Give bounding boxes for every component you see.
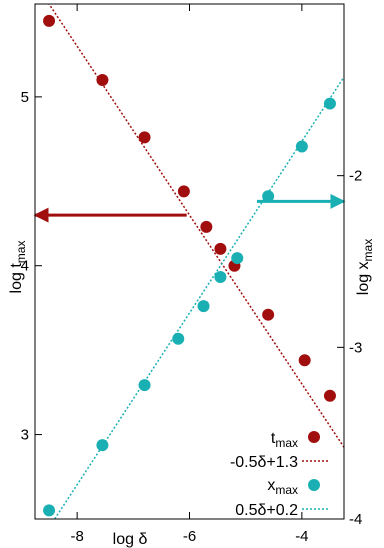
legend-marker-tmax <box>308 431 320 443</box>
y-right-tick-label: -2 <box>349 168 362 185</box>
x-tick-label: -8 <box>70 528 83 545</box>
legend-label-xmax-sub: max <box>275 483 298 497</box>
legend-label-tmax-main: t <box>271 430 276 447</box>
y-left-tick-label: 4 <box>21 258 29 275</box>
data-point-tmax <box>214 242 227 255</box>
chart-marks <box>33 4 346 519</box>
y-axis-left-title-sub: max <box>14 241 28 264</box>
fit-line-0 <box>48 4 344 448</box>
x-axis-title: log δ <box>113 531 148 548</box>
legend-marker-xmax <box>308 479 320 491</box>
data-point-xmax <box>231 252 244 265</box>
legend-label-tmax: tmax <box>271 430 298 450</box>
y-axis-right-title-sub: max <box>361 239 375 262</box>
x-tick-label: -4 <box>295 528 308 545</box>
data-point-tmax <box>200 220 213 233</box>
y-right-tick-label: -4 <box>349 511 362 528</box>
x-tick-label: -6 <box>183 528 196 545</box>
y-axis-right-title: log xmax <box>355 239 375 295</box>
data-point-tmax <box>262 308 275 321</box>
y-axis-left-title: log tmax <box>8 241 28 294</box>
data-point-xmax <box>323 97 336 110</box>
data-point-xmax <box>172 332 185 345</box>
legend-label-tmax-sub: max <box>275 436 298 450</box>
data-point-xmax <box>295 140 308 153</box>
data-point-tmax <box>323 389 336 402</box>
data-point-xmax <box>138 379 151 392</box>
legend-label-xmax-main: x <box>267 477 275 494</box>
y-axis-right-title-main: log x <box>355 261 372 295</box>
data-point-xmax <box>262 190 275 203</box>
legend-label-xmax: xmax <box>267 477 298 497</box>
data-point-xmax <box>197 300 210 313</box>
data-point-tmax <box>43 14 56 27</box>
legend: tmax -0.5δ+1.3 xmax 0.5δ+0.2 <box>230 430 330 519</box>
legend-label-fit-t: -0.5δ+1.3 <box>230 454 298 471</box>
data-point-tmax <box>298 354 311 367</box>
data-point-tmax <box>177 185 190 198</box>
data-point-xmax <box>43 504 56 517</box>
y-left-tick-label: 3 <box>21 427 29 444</box>
y-left-tick-label: 5 <box>21 89 29 106</box>
data-point-tmax <box>138 131 151 144</box>
legend-label-fit-x: 0.5δ+0.2 <box>235 502 298 519</box>
axis-ticks: -8 -6 -4 3 4 5 -4 -3 -2 <box>21 4 362 545</box>
data-point-tmax <box>96 73 109 86</box>
y-right-tick-label: -3 <box>349 339 362 356</box>
data-point-xmax <box>96 439 109 452</box>
y-axis-left-title-main: log t <box>8 263 25 294</box>
data-point-xmax <box>214 270 227 283</box>
